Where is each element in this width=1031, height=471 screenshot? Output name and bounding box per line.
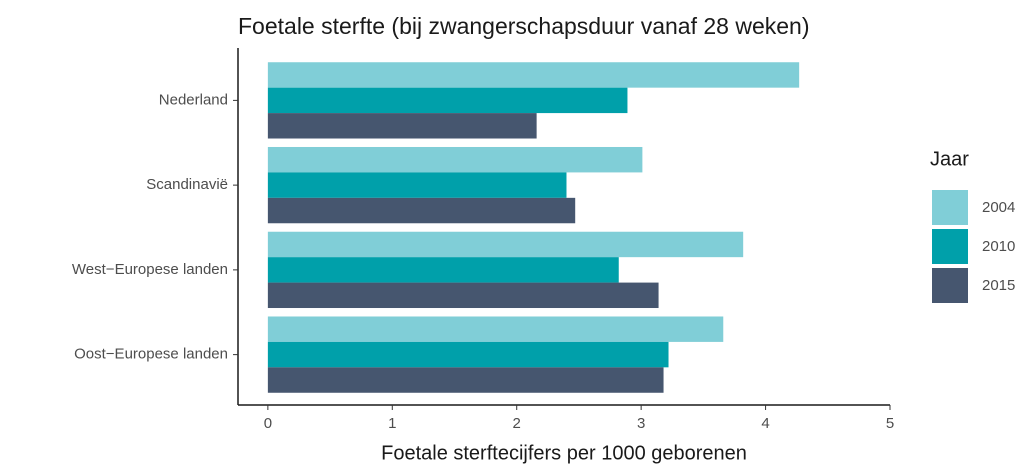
bar [267, 87, 628, 114]
x-tick-label: 1 [388, 415, 396, 432]
x-tick-label: 4 [761, 415, 769, 432]
legend-label: 2015 [982, 277, 1015, 294]
legend-label: 2010 [982, 238, 1015, 255]
legend-key [932, 268, 968, 303]
bar [267, 341, 669, 368]
x-tick-label: 0 [264, 415, 272, 432]
y-tick-label: West−Europese landen [72, 261, 228, 278]
x-axis-label: Foetale sterftecijfers per 1000 geborene… [381, 442, 747, 464]
bar [267, 113, 537, 139]
bar [267, 62, 800, 88]
bar [267, 316, 724, 342]
y-tick-label: Oost−Europese landen [74, 346, 228, 363]
x-tick-label: 3 [637, 415, 645, 432]
legend-title: Jaar [930, 148, 969, 170]
legend-label: 2004 [982, 199, 1015, 216]
bar [267, 367, 664, 393]
bar [267, 282, 659, 309]
bar [267, 172, 567, 198]
x-tick-label: 2 [513, 415, 521, 432]
bar [267, 197, 576, 224]
bar [267, 146, 643, 173]
bar [267, 257, 619, 283]
legend-key [932, 229, 968, 264]
chart-title: Foetale sterfte (bij zwangerschapsduur v… [238, 13, 809, 39]
y-tick-label: Nederland [159, 91, 228, 108]
bar [267, 231, 744, 258]
legend-key [932, 190, 968, 225]
y-tick-label: Scandinavië [146, 176, 228, 193]
x-tick-label: 5 [886, 415, 894, 432]
